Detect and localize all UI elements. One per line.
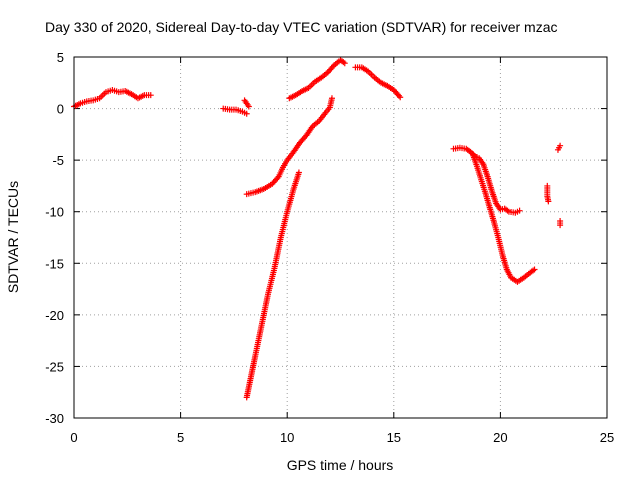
y-tick-label: -5 <box>52 153 64 168</box>
data-point <box>516 207 523 214</box>
data-point <box>243 110 250 117</box>
y-tick-label: -30 <box>45 411 64 426</box>
data-point <box>328 95 335 102</box>
y-tick-label: -15 <box>45 256 64 271</box>
data-point <box>397 94 404 101</box>
plot-frame <box>73 56 608 419</box>
data-points <box>71 57 564 401</box>
y-tick-label: -25 <box>45 359 64 374</box>
y-tick-label: 0 <box>57 102 64 117</box>
tick-layer: 0 5 10 15 20 25 -30 -25 -20 -15 -10 -5 0 5 <box>45 50 614 445</box>
y-tick-label: 5 <box>57 50 64 65</box>
chart-title: Day 330 of 2020, Sidereal Day-to-day VTE… <box>45 19 558 35</box>
data-point <box>147 92 154 99</box>
data-point <box>545 198 552 205</box>
y-tick-label: -10 <box>45 205 64 220</box>
x-tick-label: 15 <box>387 430 401 445</box>
data-point <box>557 222 564 229</box>
data-point <box>245 103 252 110</box>
x-tick-label: 5 <box>177 430 184 445</box>
x-tick-label: 10 <box>280 430 294 445</box>
data-point <box>557 142 564 149</box>
data-point <box>295 169 302 176</box>
grid-layer <box>74 57 607 418</box>
y-axis-label: SDTVAR / TECUs <box>5 181 21 293</box>
x-tick-label: 0 <box>70 430 77 445</box>
x-axis-label: GPS time / hours <box>287 457 394 473</box>
data-point <box>341 60 348 67</box>
data-point <box>531 266 538 273</box>
x-tick-label: 20 <box>493 430 507 445</box>
x-tick-label: 25 <box>600 430 614 445</box>
y-tick-label: -20 <box>45 308 64 323</box>
